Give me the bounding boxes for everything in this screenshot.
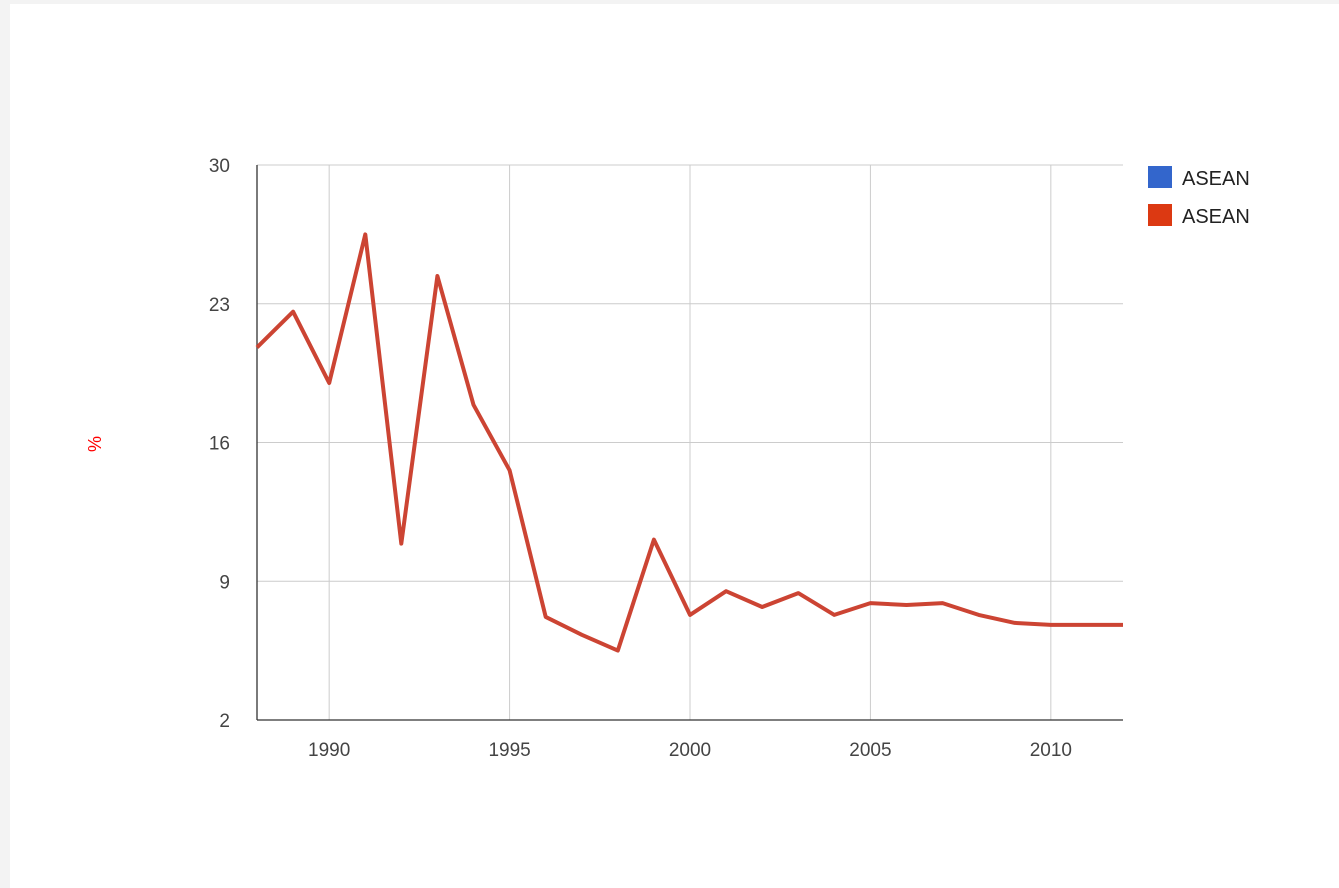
x-tick-label: 2005 [849,740,891,761]
data-point[interactable] [544,615,548,619]
data-point[interactable] [508,468,512,472]
data-point[interactable] [291,310,295,314]
tick-labels: 2 9 16 23 30 1990 1995 2000 2005 2010 [209,156,1072,761]
data-point[interactable] [760,605,764,609]
data-point[interactable] [580,633,584,637]
data-point[interactable] [1085,623,1089,627]
data-point[interactable] [941,601,945,605]
data-point[interactable] [255,345,259,349]
data-point[interactable] [905,603,909,607]
legend-swatch[interactable] [1148,204,1172,226]
x-tick-label: 1995 [488,740,530,761]
series-layer [255,232,1125,653]
data-point[interactable] [1013,621,1017,625]
axes [256,165,1123,721]
x-tick-label: 2000 [669,740,711,761]
y-tick-label: 16 [209,434,230,455]
data-point[interactable] [363,232,367,236]
data-point[interactable] [652,538,656,542]
data-point[interactable] [868,601,872,605]
data-point[interactable] [977,613,981,617]
data-point[interactable] [688,613,692,617]
legend-label[interactable]: ASEAN [1182,168,1250,190]
legend-swatch[interactable] [1148,166,1172,188]
data-point[interactable] [724,589,728,593]
data-point[interactable] [616,649,620,653]
chart-frame [10,4,1339,888]
data-point[interactable] [1049,623,1053,627]
data-point[interactable] [1121,623,1125,627]
data-point[interactable] [832,613,836,617]
data-point[interactable] [435,274,439,278]
y-tick-label: 23 [209,295,230,316]
data-point[interactable] [399,542,403,546]
y-tick-label: 9 [219,572,230,593]
legend[interactable]: ASEAN ASEAN [1148,166,1250,228]
legend-label[interactable]: ASEAN [1182,206,1250,228]
y-tick-label: 30 [209,156,230,177]
x-tick-label: 1990 [308,740,350,761]
series-line[interactable] [255,232,1123,653]
data-point[interactable] [327,381,331,385]
data-point[interactable] [796,591,800,595]
data-point[interactable] [472,403,476,407]
y-axis-title: % [85,436,105,452]
gridlines [257,164,1123,720]
y-tick-label: 2 [219,711,230,732]
x-tick-label: 2010 [1030,740,1072,761]
